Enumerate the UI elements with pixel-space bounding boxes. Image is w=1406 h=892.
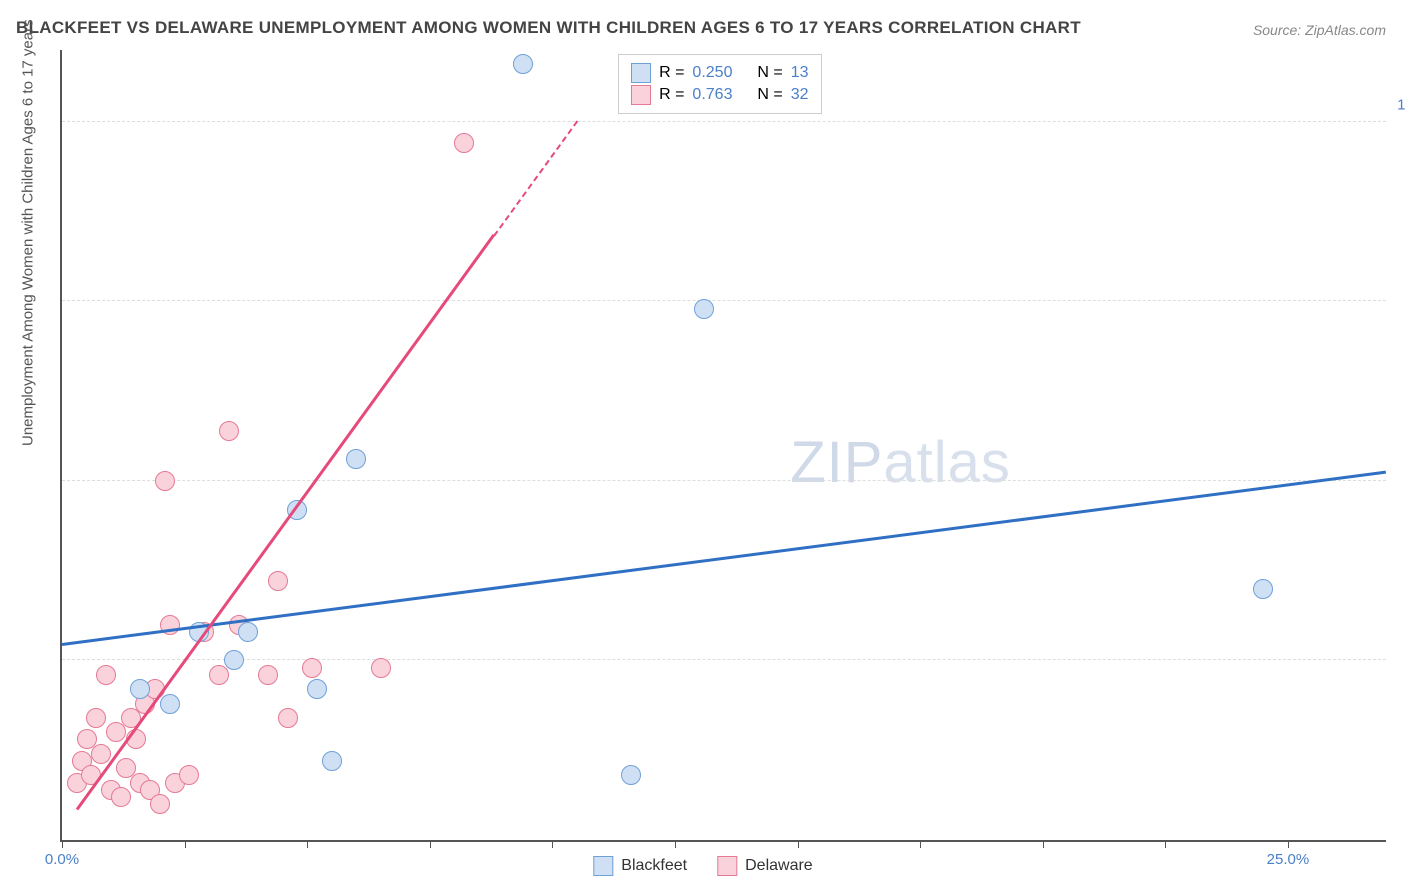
data-point	[238, 622, 258, 642]
x-tick	[430, 840, 431, 848]
data-point	[258, 665, 278, 685]
data-point	[150, 794, 170, 814]
r-value-blackfeet: 0.250	[692, 64, 732, 82]
series-legend: Blackfeet Delaware	[593, 856, 812, 876]
watermark-bold: ZIP	[790, 430, 883, 495]
data-point	[130, 679, 150, 699]
chart-title: BLACKFEET VS DELAWARE UNEMPLOYMENT AMONG…	[16, 18, 1081, 38]
n-value-blackfeet: 13	[791, 64, 809, 82]
data-point	[371, 658, 391, 678]
n-label: N =	[757, 86, 782, 104]
data-point	[179, 765, 199, 785]
scatter-plot-area: ZIPatlas R = 0.250 N = 13 R = 0.763 N = …	[60, 50, 1386, 842]
data-point	[278, 708, 298, 728]
x-tick	[552, 840, 553, 848]
r-value-delaware: 0.763	[692, 86, 732, 104]
n-value-delaware: 32	[791, 86, 809, 104]
stats-row-delaware: R = 0.763 N = 32	[631, 85, 808, 105]
legend-item-blackfeet: Blackfeet	[593, 856, 687, 876]
data-point	[160, 694, 180, 714]
data-point	[268, 571, 288, 591]
r-label: R =	[659, 64, 684, 82]
x-tick	[1288, 840, 1289, 848]
data-point	[302, 658, 322, 678]
x-tick	[185, 840, 186, 848]
data-point	[322, 751, 342, 771]
data-point	[1253, 579, 1273, 599]
y-axis-label: Unemployment Among Women with Children A…	[20, 19, 37, 446]
data-point	[346, 449, 366, 469]
x-tick-label: 0.0%	[45, 851, 79, 868]
n-label: N =	[757, 64, 782, 82]
gridline	[62, 300, 1386, 301]
legend-label: Delaware	[745, 857, 813, 875]
swatch-delaware	[717, 856, 737, 876]
swatch-delaware	[631, 85, 651, 105]
y-tick-label: 25.0%	[1393, 635, 1406, 652]
gridline	[62, 659, 1386, 660]
x-tick	[1165, 840, 1166, 848]
watermark-thin: atlas	[883, 430, 1011, 495]
x-tick	[798, 840, 799, 848]
swatch-blackfeet	[631, 63, 651, 83]
legend-item-delaware: Delaware	[717, 856, 813, 876]
data-point	[219, 421, 239, 441]
x-tick	[675, 840, 676, 848]
data-point	[91, 744, 111, 764]
gridline	[62, 480, 1386, 481]
x-tick	[920, 840, 921, 848]
x-tick	[1043, 840, 1044, 848]
x-tick	[307, 840, 308, 848]
data-point	[513, 54, 533, 74]
trend-line	[493, 120, 578, 236]
stats-row-blackfeet: R = 0.250 N = 13	[631, 63, 808, 83]
y-tick-label: 75.0%	[1393, 276, 1406, 293]
r-label: R =	[659, 86, 684, 104]
legend-label: Blackfeet	[621, 857, 687, 875]
swatch-blackfeet	[593, 856, 613, 876]
data-point	[454, 133, 474, 153]
data-point	[155, 471, 175, 491]
y-tick-label: 100.0%	[1393, 96, 1406, 113]
source-attribution: Source: ZipAtlas.com	[1253, 22, 1386, 38]
data-point	[86, 708, 106, 728]
data-point	[111, 787, 131, 807]
x-tick	[62, 840, 63, 848]
x-tick-label: 25.0%	[1267, 851, 1310, 868]
data-point	[307, 679, 327, 699]
y-tick-label: 50.0%	[1393, 455, 1406, 472]
watermark: ZIPatlas	[790, 429, 1011, 496]
data-point	[96, 665, 116, 685]
data-point	[621, 765, 641, 785]
gridline	[62, 121, 1386, 122]
stats-legend: R = 0.250 N = 13 R = 0.763 N = 32	[618, 54, 821, 114]
data-point	[694, 299, 714, 319]
data-point	[224, 650, 244, 670]
